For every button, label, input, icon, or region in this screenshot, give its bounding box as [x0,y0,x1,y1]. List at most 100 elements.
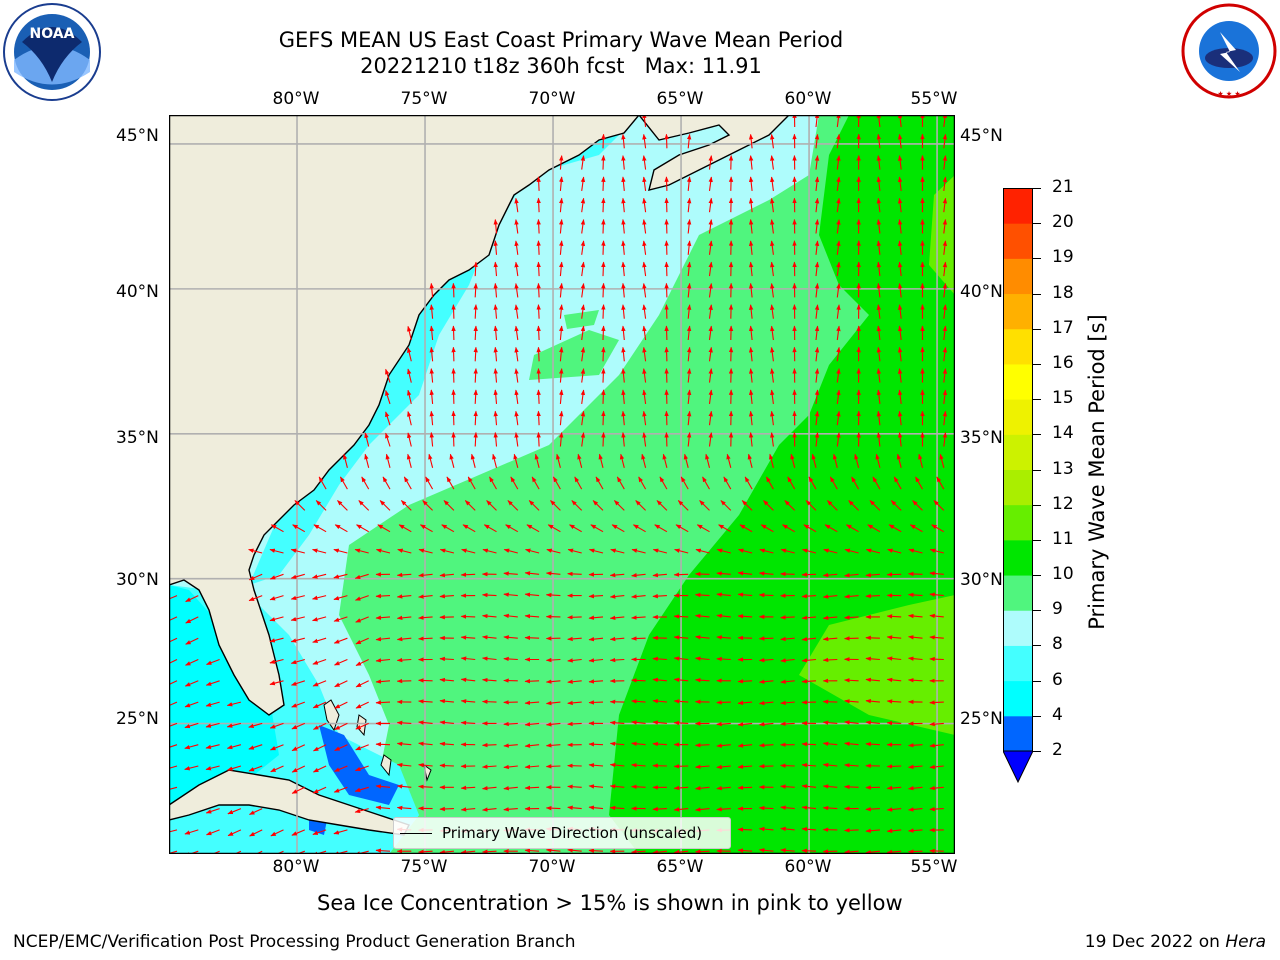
wave-arrow [205,680,220,686]
wave-arrow [184,744,199,750]
lon-label-bottom-70w: 70°W [528,857,576,877]
wave-arrow [770,219,775,234]
colorbar-segment [1003,258,1033,295]
wave-arrow [886,828,902,834]
wave-arrow [897,432,903,447]
wave-arrow [481,764,497,769]
colorbar-segment [1003,504,1033,541]
wave-arrow [407,347,412,362]
wave-arrow [375,700,391,705]
wave-arrow [718,524,732,533]
wave-arrow [354,595,369,601]
wave-arrow [334,658,348,666]
wave-arrow [673,699,689,704]
lat-label-left-35n: 35°N [116,428,159,448]
wave-arrow [737,785,753,790]
wave-arrow [407,432,412,447]
wave-arrow [929,635,944,640]
footer-host: Hera [1225,932,1266,952]
wave-arrow [559,261,564,277]
wave-arrow [673,572,689,577]
wave-arrow [683,453,689,468]
wave-arrow [844,720,859,725]
wave-arrow [334,722,348,730]
wave-arrow [460,677,476,683]
colorbar-tick-mark [1033,223,1041,225]
wave-arrow [686,282,692,298]
wave-arrow [673,614,689,619]
wave-arrow [708,346,713,362]
wave-arrow [588,763,604,768]
colorbar-tick-mark [1033,715,1041,717]
wave-arrow [708,410,713,426]
wave-arrow [631,573,646,578]
wave-arrow [580,432,586,447]
wave-arrow [748,325,754,341]
colorbar-tick-label: 21 [1052,177,1074,197]
wave-arrow [609,615,625,621]
wave-arrow [621,197,626,213]
wave-arrow [514,304,519,319]
wave-arrow [270,765,284,773]
footer-date: 19 Dec 2022 on [1084,932,1226,952]
wave-arrow [695,656,710,661]
wave-arrow [439,849,454,854]
wave-arrow [770,197,775,213]
wave-arrow [354,786,369,793]
wave-arrow [780,805,795,810]
wave-arrow [588,548,604,554]
wave-arrow [205,701,220,707]
wave-arrow [652,849,667,854]
wave-arrow [377,524,391,533]
wave-arrow [638,476,647,490]
wave-arrow [375,784,391,789]
wave-arrow [897,240,903,255]
wave-arrow [355,659,369,667]
wave-arrow [290,658,305,665]
wave-arrow [577,453,583,468]
wave-arrow [184,765,199,771]
wave-arrow [897,325,903,341]
wave-arrow [441,524,455,533]
wave-arrow [483,524,497,533]
wave-arrow [642,282,647,298]
wave-arrow [601,218,606,234]
wave-arrow [418,573,433,578]
wave-arrow [588,742,604,747]
wave-arrow [814,133,820,149]
lat-label-left-25n: 25°N [116,709,159,729]
wave-arrow [536,325,541,341]
wave-arrow [460,635,476,640]
wave-arrow [248,765,263,772]
wave-arrow [686,261,692,277]
wave-arrow [559,197,564,213]
lat-label-right-30n: 30°N [960,570,1003,590]
wave-arrow [942,389,948,404]
wave-arrow [334,701,348,709]
wave-arrow [291,722,306,730]
wave-arrow [375,548,391,554]
wave-arrow [446,476,455,490]
wave-arrow [493,410,498,426]
wave-arrow [744,476,753,490]
wave-arrow [652,593,667,599]
wave-arrow [536,197,541,213]
wave-arrow [621,219,626,234]
wave-arrow [601,389,606,404]
wave-arrow [588,593,604,599]
wave-arrow [249,808,263,815]
wave-arrow [375,742,391,747]
wave-arrow [524,722,540,727]
wave-arrow [601,325,606,341]
wave-arrow [929,743,944,748]
wave-arrow [631,548,646,554]
wave-arrow [439,763,454,768]
wave-arrow [763,500,774,511]
wave-arrow [385,432,391,447]
wave-arrow [354,573,369,580]
wave-arrow [429,325,434,341]
wave-arrow [396,636,412,642]
wave-arrow [897,346,903,362]
wave-arrow [545,805,561,811]
wave-arrow [312,616,327,622]
